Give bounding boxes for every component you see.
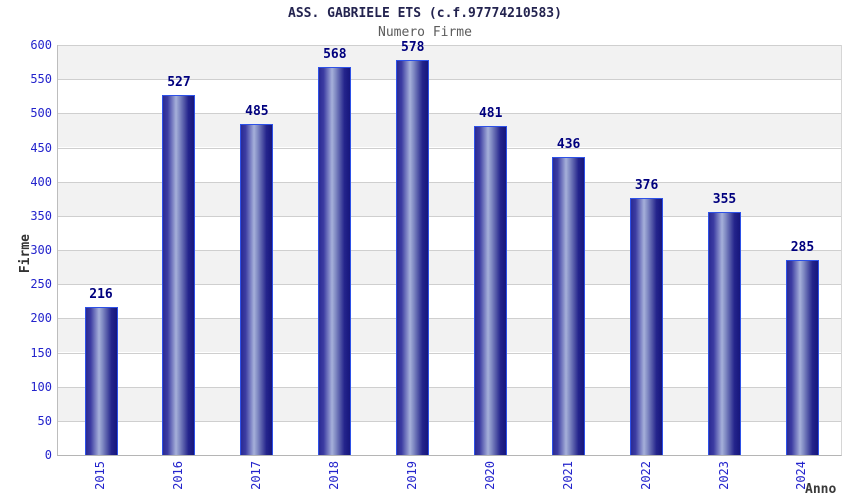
bar-2024 — [785, 260, 819, 455]
x-tick-label: 2022 — [638, 461, 653, 490]
x-tick-label: 2020 — [482, 461, 497, 490]
y-tick-label: 50 — [37, 413, 52, 428]
gridline — [58, 284, 841, 286]
gridline — [58, 147, 841, 149]
gridline — [58, 318, 841, 320]
gridline — [58, 352, 841, 354]
y-tick-label: 250 — [30, 277, 52, 292]
y-tick-label: 200 — [30, 311, 52, 326]
bar-value-label: 436 — [556, 137, 581, 153]
y-tick-label: 600 — [30, 38, 52, 52]
bar-value-label: 578 — [401, 40, 425, 56]
x-tick-label: 2021 — [560, 461, 575, 490]
y-tick-label: 400 — [30, 174, 52, 189]
gridline — [58, 79, 841, 81]
gridline — [58, 386, 841, 388]
bar-2019 — [396, 60, 430, 455]
bar-value-label: 285 — [790, 240, 815, 256]
bar-value-label: 355 — [712, 192, 737, 208]
bar-2016 — [162, 94, 196, 455]
bar-value-label: 216 — [89, 287, 113, 303]
gridline — [58, 45, 841, 46]
bar-2020 — [474, 126, 508, 455]
bar-value-label: 527 — [167, 74, 191, 90]
bar-2015 — [84, 307, 118, 455]
bar-2023 — [708, 212, 742, 455]
y-tick-label: 500 — [30, 106, 52, 121]
bar-value-label: 376 — [634, 178, 659, 194]
gridline — [58, 113, 841, 115]
bar-value-label: 568 — [323, 46, 347, 62]
bar-2021 — [552, 157, 586, 455]
bar-2018 — [318, 66, 352, 455]
plot-area: 216 527 485 568 578 481 436 376 355 285 — [57, 41, 842, 456]
y-tick-label: 550 — [30, 72, 52, 87]
plot-band — [58, 45, 841, 80]
y-tick-label: 100 — [30, 379, 52, 394]
chart-title: ASS. GABRIELE ETS (c.f.97774210583) — [288, 6, 562, 21]
x-tick-label: 2015 — [93, 461, 107, 490]
bar-2017 — [240, 123, 274, 455]
bar-value-label: 481 — [478, 106, 503, 122]
x-tick-label: 2018 — [326, 461, 341, 490]
gridline — [58, 181, 841, 183]
y-tick-label: 450 — [30, 140, 52, 155]
x-tick-label: 2023 — [716, 461, 731, 490]
y-tick-label: 0 — [44, 448, 52, 462]
gridline — [58, 250, 841, 251]
gridline — [58, 420, 841, 422]
bar-value-label: 485 — [245, 103, 269, 119]
bar-2022 — [630, 198, 664, 455]
chart-subtitle: Numero Firme — [378, 25, 472, 40]
x-tick-label: 2016 — [170, 461, 185, 490]
gridline — [58, 215, 841, 217]
x-tick-label: 2019 — [404, 461, 419, 490]
y-tick-label: 150 — [30, 345, 52, 360]
y-tick-label: 300 — [30, 243, 52, 257]
y-tick-label: 350 — [30, 208, 52, 223]
x-tick-label: 2017 — [248, 461, 263, 490]
x-axis-label: Anno — [805, 482, 837, 497]
